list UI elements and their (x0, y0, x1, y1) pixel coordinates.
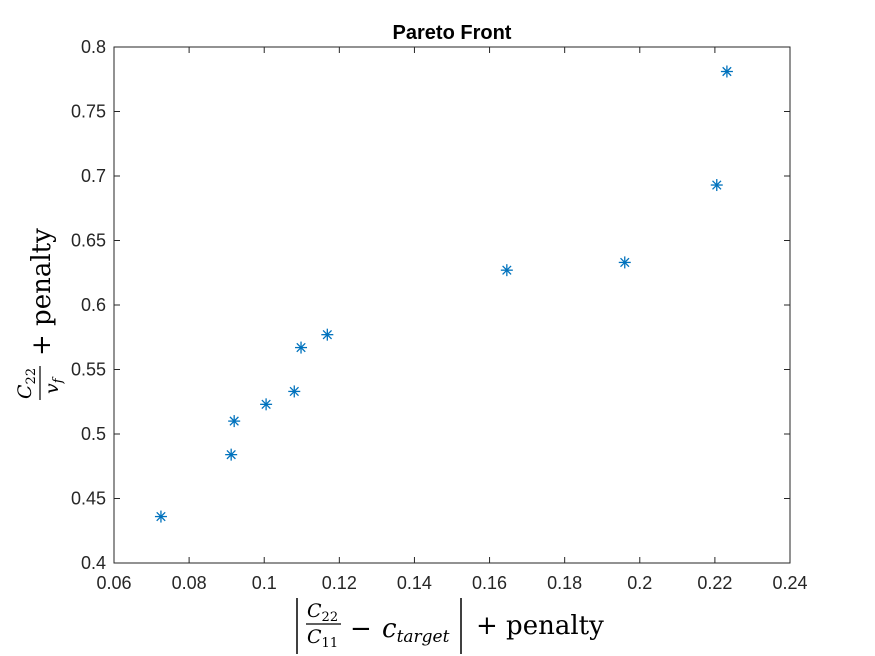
x-axis-label: C22 C11 − ctarget + penalty (296, 598, 604, 654)
asterisk-stroke (156, 511, 166, 522)
y-tick-label: 0.6 (81, 295, 106, 315)
y-axis-label: C22 vf + penalty (14, 228, 66, 400)
x-tick-label: 0.2 (627, 573, 652, 593)
asterisk-stroke (620, 257, 630, 268)
y-tick-label: 0.55 (71, 360, 106, 380)
data-point (260, 398, 273, 411)
data-point (154, 510, 167, 523)
data-point (720, 65, 733, 78)
y-tick-label: 0.65 (71, 231, 106, 251)
x-label-den: C11 (307, 626, 338, 651)
asterisk-stroke (229, 416, 239, 426)
data-point (618, 256, 631, 269)
x-label-num: C22 (307, 600, 338, 625)
x-tick-label: 0.16 (472, 573, 507, 593)
chart-title: Pareto Front (393, 22, 512, 44)
y-label-tail: + penalty (27, 228, 57, 356)
data-point (500, 264, 513, 277)
data-point (288, 385, 301, 398)
x-tick-label: 0.06 (96, 573, 131, 593)
asterisk-stroke (502, 265, 512, 275)
data-point (295, 341, 308, 354)
y-tick-label: 0.45 (71, 489, 106, 509)
x-label-c: ctarget (382, 614, 450, 647)
y-tick-label: 0.75 (71, 102, 106, 122)
y-axis-ticks: 0.4 0.45 0.5 0.55 0.6 0.65 0.7 0.75 0.8 (71, 37, 790, 573)
y-tick-label: 0.4 (81, 553, 106, 573)
x-tick-label: 0.22 (697, 573, 732, 593)
data-point (321, 328, 334, 341)
x-tick-label: 0.24 (772, 573, 807, 593)
plot-area (113, 46, 791, 564)
data-point (228, 415, 241, 428)
y-label-num: C22 (14, 368, 39, 399)
asterisk-stroke (261, 399, 271, 410)
asterisk-stroke (712, 180, 722, 190)
data-point (710, 179, 723, 192)
y-tick-label: 0.8 (81, 37, 106, 57)
asterisk-stroke (322, 329, 333, 340)
x-tick-label: 0.14 (397, 573, 432, 593)
asterisk-stroke (722, 66, 732, 77)
asterisk-stroke (226, 449, 236, 460)
x-tick-label: 0.1 (252, 573, 277, 593)
data-points (154, 65, 733, 523)
asterisk-stroke (296, 342, 306, 353)
x-tick-label: 0.12 (322, 573, 357, 593)
y-tick-label: 0.7 (81, 166, 106, 186)
x-tick-label: 0.18 (547, 573, 582, 593)
y-label-den: vf (41, 376, 66, 394)
data-point (225, 448, 238, 461)
x-axis-ticks: 0.06 0.08 0.1 0.12 0.14 0.16 0.18 0.2 0.22 0.24 (96, 47, 808, 593)
x-label-tail: + penalty (476, 611, 604, 641)
y-tick-label: 0.5 (81, 424, 106, 444)
x-tick-label: 0.08 (172, 573, 207, 593)
x-label-minus: − (350, 614, 372, 644)
asterisk-stroke (289, 386, 299, 397)
